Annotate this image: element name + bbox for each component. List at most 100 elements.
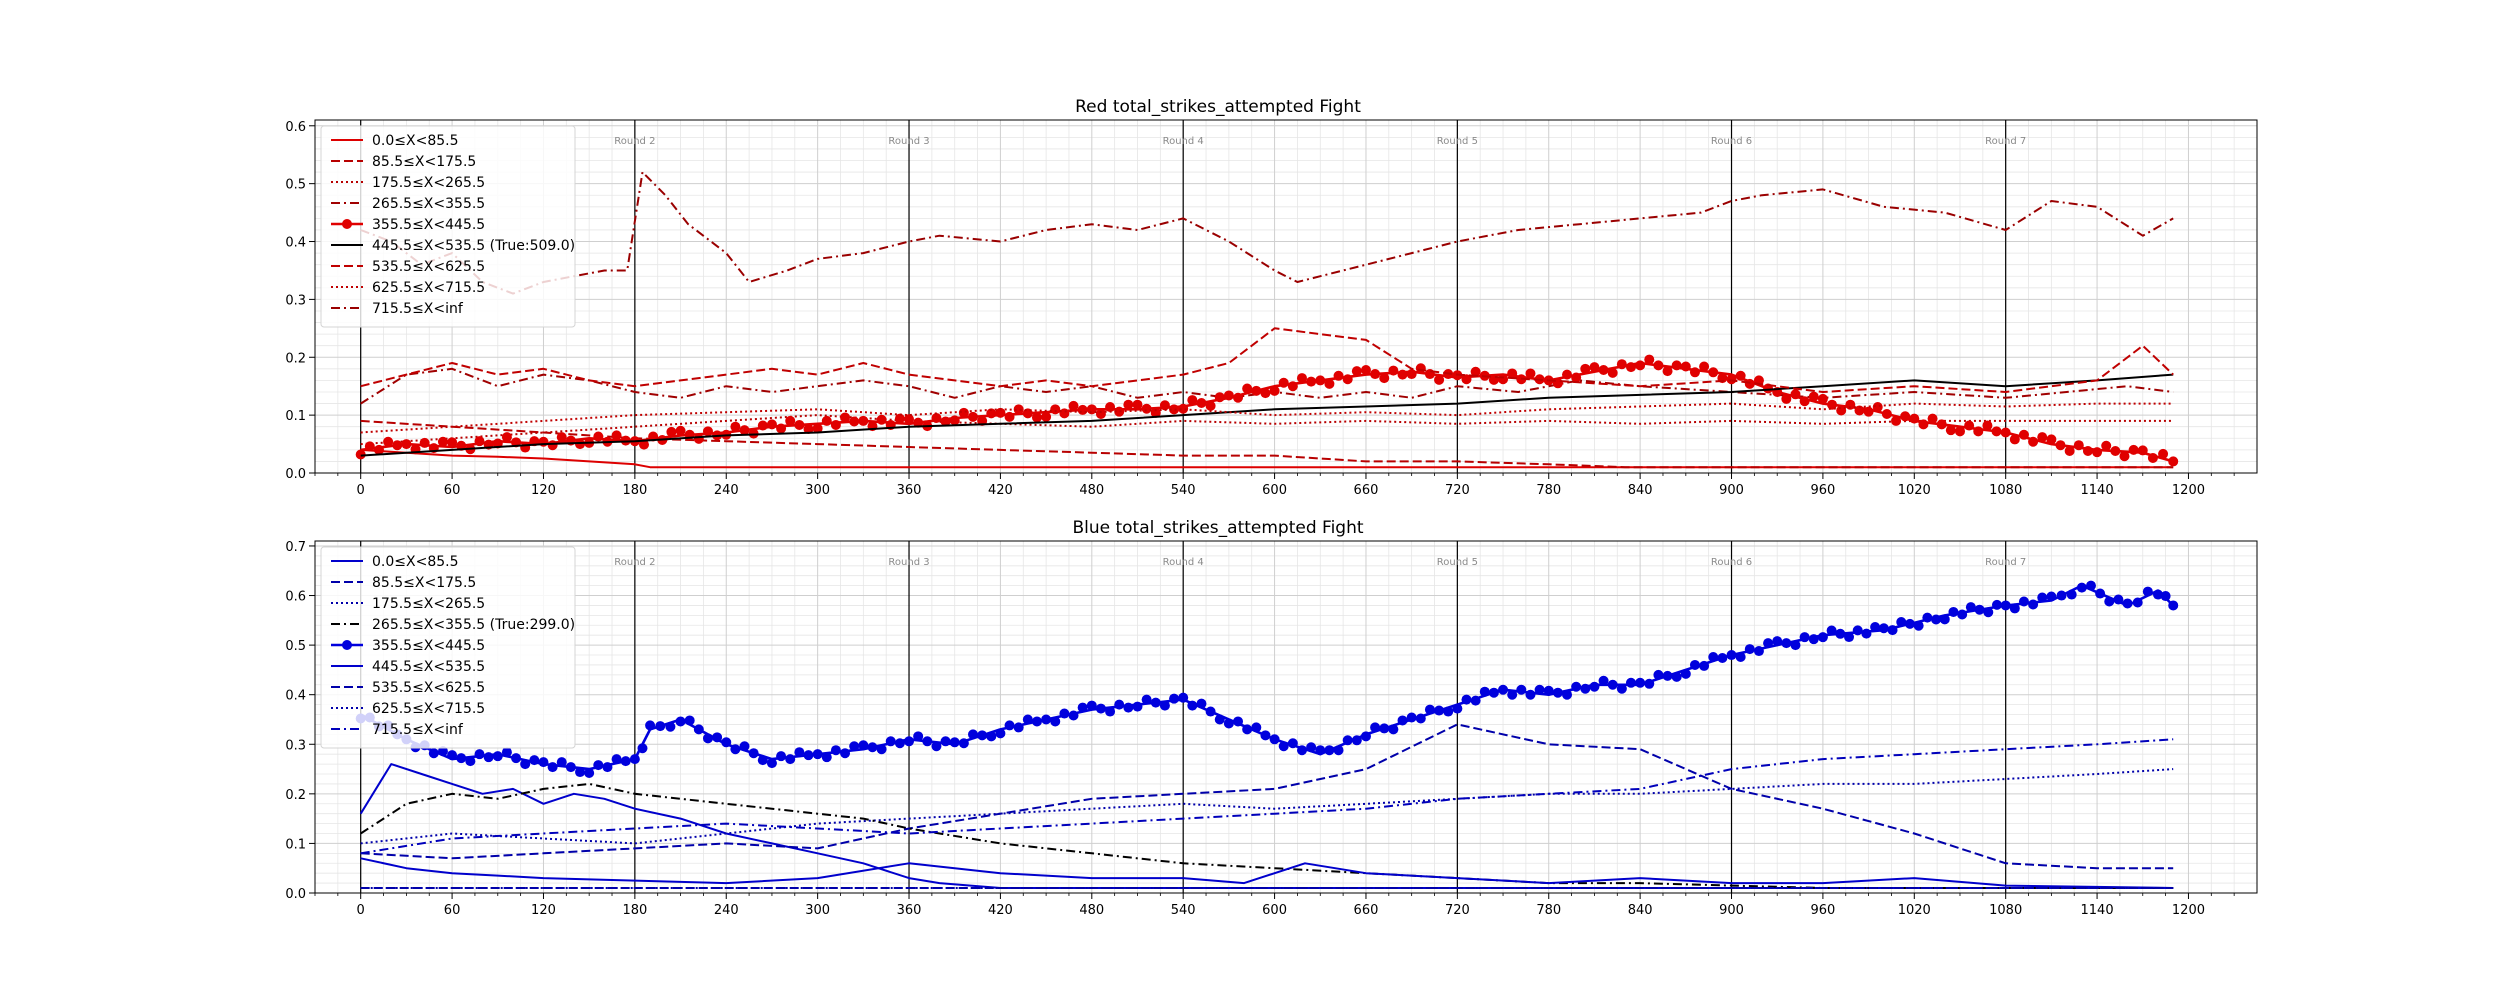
red-series-marker-4: [447, 437, 458, 448]
blue-series-marker-4: [1562, 689, 1573, 700]
blue-series-marker-4: [1753, 646, 1764, 657]
blue-series-marker-4: [538, 757, 549, 768]
blue-x-tick-label: 240: [714, 903, 739, 918]
red-x-tick-label: 1140: [2081, 483, 2114, 498]
red-series-marker-4: [383, 436, 394, 447]
blue-series-marker-4: [2037, 592, 2048, 603]
blue-series-marker-4: [1680, 668, 1691, 679]
blue-series-marker-4: [1479, 686, 1490, 697]
blue-series-line-1: [360, 723, 2174, 870]
red-series-marker-4: [2147, 452, 2158, 463]
blue-series-marker-4: [1948, 606, 1959, 617]
red-series-marker-4: [1927, 413, 1938, 424]
red-series-marker-4: [931, 413, 942, 424]
blue-series-marker-4: [1260, 730, 1271, 741]
blue-series-marker-4: [1571, 681, 1582, 692]
red-series-marker-4: [739, 425, 750, 436]
red-round-label: Round 2: [614, 136, 655, 147]
blue-y-tick-label: 0.0: [285, 887, 306, 902]
red-series-marker-4: [1159, 400, 1170, 411]
blue-series-line-3: [360, 782, 2174, 889]
blue-x-tick-label: 900: [1719, 903, 1744, 918]
red-series-marker-4: [2046, 434, 2057, 445]
red-x-tick-label: 360: [897, 483, 922, 498]
red-legend-label: 445.5≤X<535.5 (True:509.0): [372, 238, 575, 254]
blue-x-tick-label: 960: [1810, 903, 1835, 918]
blue-series-marker-4: [1826, 625, 1837, 636]
blue-series-marker-4: [1763, 638, 1774, 649]
red-series-marker-4: [812, 423, 823, 434]
red-series-marker-4: [821, 415, 832, 426]
blue-x-tick-label: 60: [444, 903, 461, 918]
blue-x-tick-label: 300: [805, 903, 830, 918]
blue-x-tick-label: 1080: [1989, 903, 2022, 918]
blue-legend-label: 355.5≤X<445.5: [372, 638, 485, 654]
blue-series-marker-4: [2152, 589, 2163, 600]
blue-series-marker-4: [739, 741, 750, 752]
red-x-tick-label: 300: [805, 483, 830, 498]
blue-series-marker-4: [1214, 714, 1225, 725]
red-series-marker-4: [1598, 364, 1609, 375]
blue-series-marker-4: [1817, 632, 1828, 643]
red-series-marker-4: [730, 421, 741, 432]
red-y-tick-label: 0.4: [285, 236, 306, 251]
red-series-marker-4: [1187, 395, 1198, 406]
red-series-marker-4: [776, 423, 787, 434]
blue-series-marker-4: [1315, 745, 1326, 756]
blue-series-marker-4: [1616, 683, 1627, 694]
blue-series-marker-4: [821, 752, 832, 763]
red-y-tick-label: 0.1: [285, 409, 306, 424]
red-round-label: Round 6: [1711, 136, 1752, 147]
red-legend-label: 355.5≤X<445.5: [372, 217, 485, 233]
blue-series-marker-4: [1360, 731, 1371, 742]
blue-series-marker-4: [840, 748, 851, 759]
red-series-line-3: [360, 367, 2174, 405]
blue-series-marker-4: [1351, 735, 1362, 746]
blue-series-marker-4: [2132, 597, 2143, 608]
red-series-marker-4: [794, 419, 805, 430]
red-series-marker-4: [2055, 440, 2066, 451]
blue-series-marker-4: [2056, 590, 2067, 601]
red-series-marker-4: [1744, 378, 1755, 389]
blue-y-tick-label: 0.3: [285, 738, 306, 753]
blue-series-marker-4: [2066, 589, 2077, 600]
red-series-marker-4: [1680, 361, 1691, 372]
blue-series-marker-4: [931, 741, 942, 752]
red-series-marker-4: [1699, 361, 1710, 372]
blue-series-marker-4: [1269, 734, 1280, 745]
red-series-marker-4: [1360, 364, 1371, 375]
red-series-marker-4: [1415, 363, 1426, 374]
red-series-marker-4: [1351, 366, 1362, 377]
red-series-line-7: [360, 402, 2174, 434]
blue-series-marker-4: [655, 721, 666, 732]
blue-series-marker-4: [1287, 738, 1298, 749]
blue-series-marker-4: [1004, 720, 1015, 731]
red-legend-label: 715.5≤X<inf: [372, 301, 464, 317]
red-series-marker-4: [1269, 385, 1280, 396]
blue-x-tick-label: 780: [1536, 903, 1561, 918]
blue-series-marker-4: [1861, 628, 1872, 639]
red-series-marker-4: [575, 439, 586, 450]
red-series-marker-4: [1982, 420, 1993, 431]
red-series-marker-4: [1251, 385, 1262, 396]
blue-legend-label: 625.5≤X<715.5: [372, 701, 485, 717]
red-series-marker-4: [1397, 369, 1408, 380]
red-series-marker-4: [474, 436, 485, 447]
blue-series-marker-4: [766, 758, 777, 769]
blue-series-marker-4: [1077, 702, 1088, 713]
blue-series-marker-4: [1424, 704, 1435, 715]
red-chart-axes-frame: [314, 119, 2258, 474]
blue-chart-title: Blue total_strikes_attempted Fight: [1072, 518, 1363, 538]
blue-series-marker-4: [511, 753, 522, 764]
red-series-marker-4: [1635, 360, 1646, 371]
red-series-marker-4: [2073, 440, 2084, 451]
blue-series-marker-4: [1708, 652, 1719, 663]
red-series-marker-4: [2000, 427, 2011, 438]
blue-chart-y-ticks: 0.0 0.1 0.2 0.3 0.4 0.5 0.6 0.7: [285, 540, 315, 902]
blue-x-tick-label: 1020: [1898, 903, 1931, 918]
red-series-marker-4: [1461, 374, 1472, 385]
blue-series-marker-4: [1671, 671, 1682, 682]
red-series-marker-4: [986, 408, 997, 419]
blue-series-marker-4: [1635, 677, 1646, 688]
blue-series-marker-4: [1507, 689, 1518, 700]
